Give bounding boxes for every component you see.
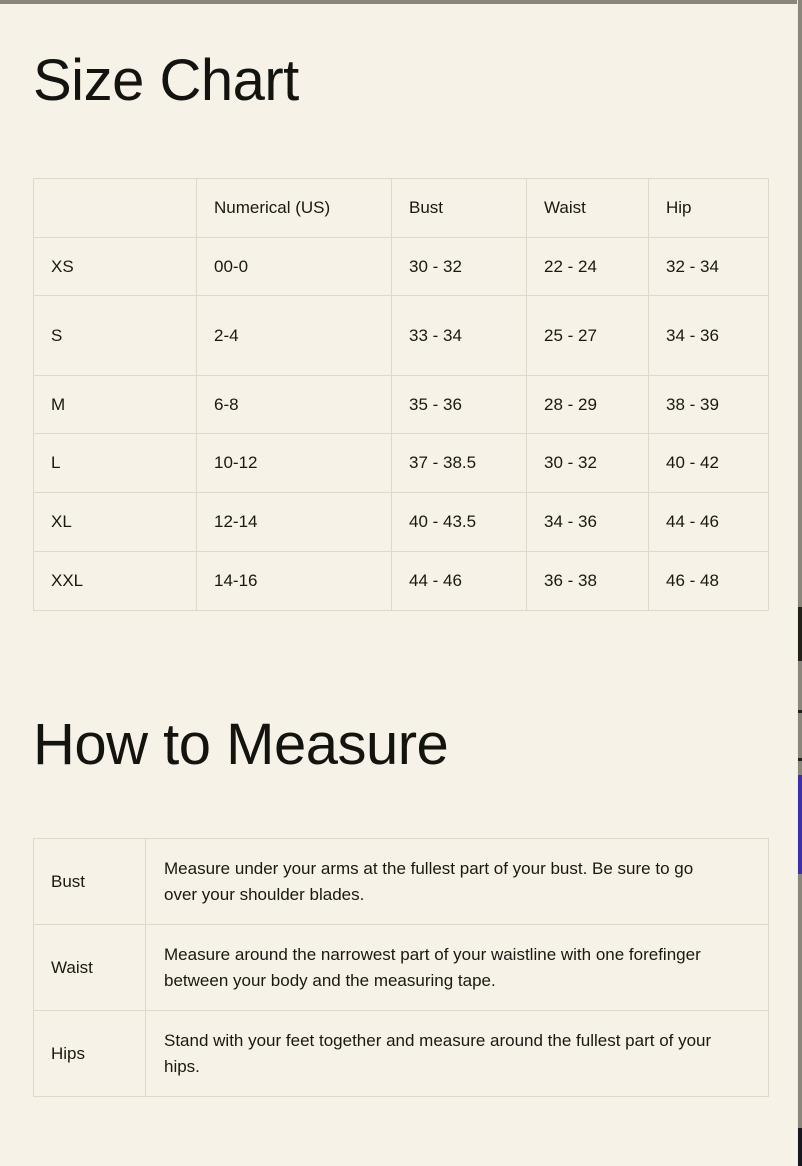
table-row: Hips Stand with your feet together and m… bbox=[33, 1010, 769, 1097]
size-label: L bbox=[33, 433, 197, 493]
measure-label: Hips bbox=[33, 1010, 146, 1097]
measure-description: Measure under your arms at the fullest p… bbox=[145, 838, 769, 925]
table-row: XL 12-14 40 - 43.5 34 - 36 44 - 46 bbox=[33, 492, 769, 552]
scrollbar-track[interactable] bbox=[797, 0, 802, 1166]
table-row: M 6-8 35 - 36 28 - 29 38 - 39 bbox=[33, 375, 769, 434]
scrollbar-mark-line bbox=[798, 710, 802, 713]
measure-label: Waist bbox=[33, 924, 146, 1011]
waist-value: 34 - 36 bbox=[526, 492, 649, 552]
scrollbar-mark-indigo bbox=[798, 775, 802, 874]
table-row: S 2-4 33 - 34 25 - 27 34 - 36 bbox=[33, 295, 769, 376]
hip-value: 46 - 48 bbox=[648, 551, 769, 611]
table-row: XS 00-0 30 - 32 22 - 24 32 - 34 bbox=[33, 237, 769, 296]
size-table-header-numerical: Numerical (US) bbox=[196, 178, 392, 238]
hip-value: 38 - 39 bbox=[648, 375, 769, 434]
hip-value: 44 - 46 bbox=[648, 492, 769, 552]
size-label: XXL bbox=[33, 551, 197, 611]
waist-value: 28 - 29 bbox=[526, 375, 649, 434]
waist-value: 25 - 27 bbox=[526, 295, 649, 376]
scrollbar-mark-dark bbox=[798, 1128, 802, 1166]
size-label: S bbox=[33, 295, 197, 376]
bust-value: 33 - 34 bbox=[391, 295, 527, 376]
size-table-header-row: Numerical (US) Bust Waist Hip bbox=[33, 178, 769, 238]
hip-value: 40 - 42 bbox=[648, 433, 769, 493]
size-table-header-waist: Waist bbox=[526, 178, 649, 238]
numerical-value: 10-12 bbox=[196, 433, 392, 493]
bust-value: 44 - 46 bbox=[391, 551, 527, 611]
bust-value: 30 - 32 bbox=[391, 237, 527, 296]
bust-value: 35 - 36 bbox=[391, 375, 527, 434]
bust-value: 37 - 38.5 bbox=[391, 433, 527, 493]
waist-value: 30 - 32 bbox=[526, 433, 649, 493]
size-table-header-hip: Hip bbox=[648, 178, 769, 238]
measure-description: Stand with your feet together and measur… bbox=[145, 1010, 769, 1097]
table-row: Bust Measure under your arms at the full… bbox=[33, 838, 769, 925]
numerical-value: 14-16 bbox=[196, 551, 392, 611]
bust-value: 40 - 43.5 bbox=[391, 492, 527, 552]
scrollbar-mark-line bbox=[798, 758, 802, 761]
size-chart-heading: Size Chart bbox=[33, 48, 299, 113]
how-to-measure-heading: How to Measure bbox=[33, 712, 449, 777]
table-row: XXL 14-16 44 - 46 36 - 38 46 - 48 bbox=[33, 551, 769, 611]
size-label: XL bbox=[33, 492, 197, 552]
scrollbar-mark-black bbox=[798, 607, 802, 661]
numerical-value: 12-14 bbox=[196, 492, 392, 552]
numerical-value: 2-4 bbox=[196, 295, 392, 376]
waist-value: 22 - 24 bbox=[526, 237, 649, 296]
size-chart-table: Numerical (US) Bust Waist Hip XS 00-0 30… bbox=[33, 178, 769, 611]
table-row: L 10-12 37 - 38.5 30 - 32 40 - 42 bbox=[33, 433, 769, 493]
numerical-value: 6-8 bbox=[196, 375, 392, 434]
table-row: Waist Measure around the narrowest part … bbox=[33, 924, 769, 1011]
numerical-value: 00-0 bbox=[196, 237, 392, 296]
how-to-measure-table: Bust Measure under your arms at the full… bbox=[33, 838, 769, 1097]
size-table-header-blank bbox=[33, 178, 197, 238]
window-top-edge bbox=[0, 0, 802, 4]
waist-value: 36 - 38 bbox=[526, 551, 649, 611]
size-label: M bbox=[33, 375, 197, 434]
size-label: XS bbox=[33, 237, 197, 296]
size-table-header-bust: Bust bbox=[391, 178, 527, 238]
measure-label: Bust bbox=[33, 838, 146, 925]
hip-value: 32 - 34 bbox=[648, 237, 769, 296]
hip-value: 34 - 36 bbox=[648, 295, 769, 376]
measure-description: Measure around the narrowest part of you… bbox=[145, 924, 769, 1011]
